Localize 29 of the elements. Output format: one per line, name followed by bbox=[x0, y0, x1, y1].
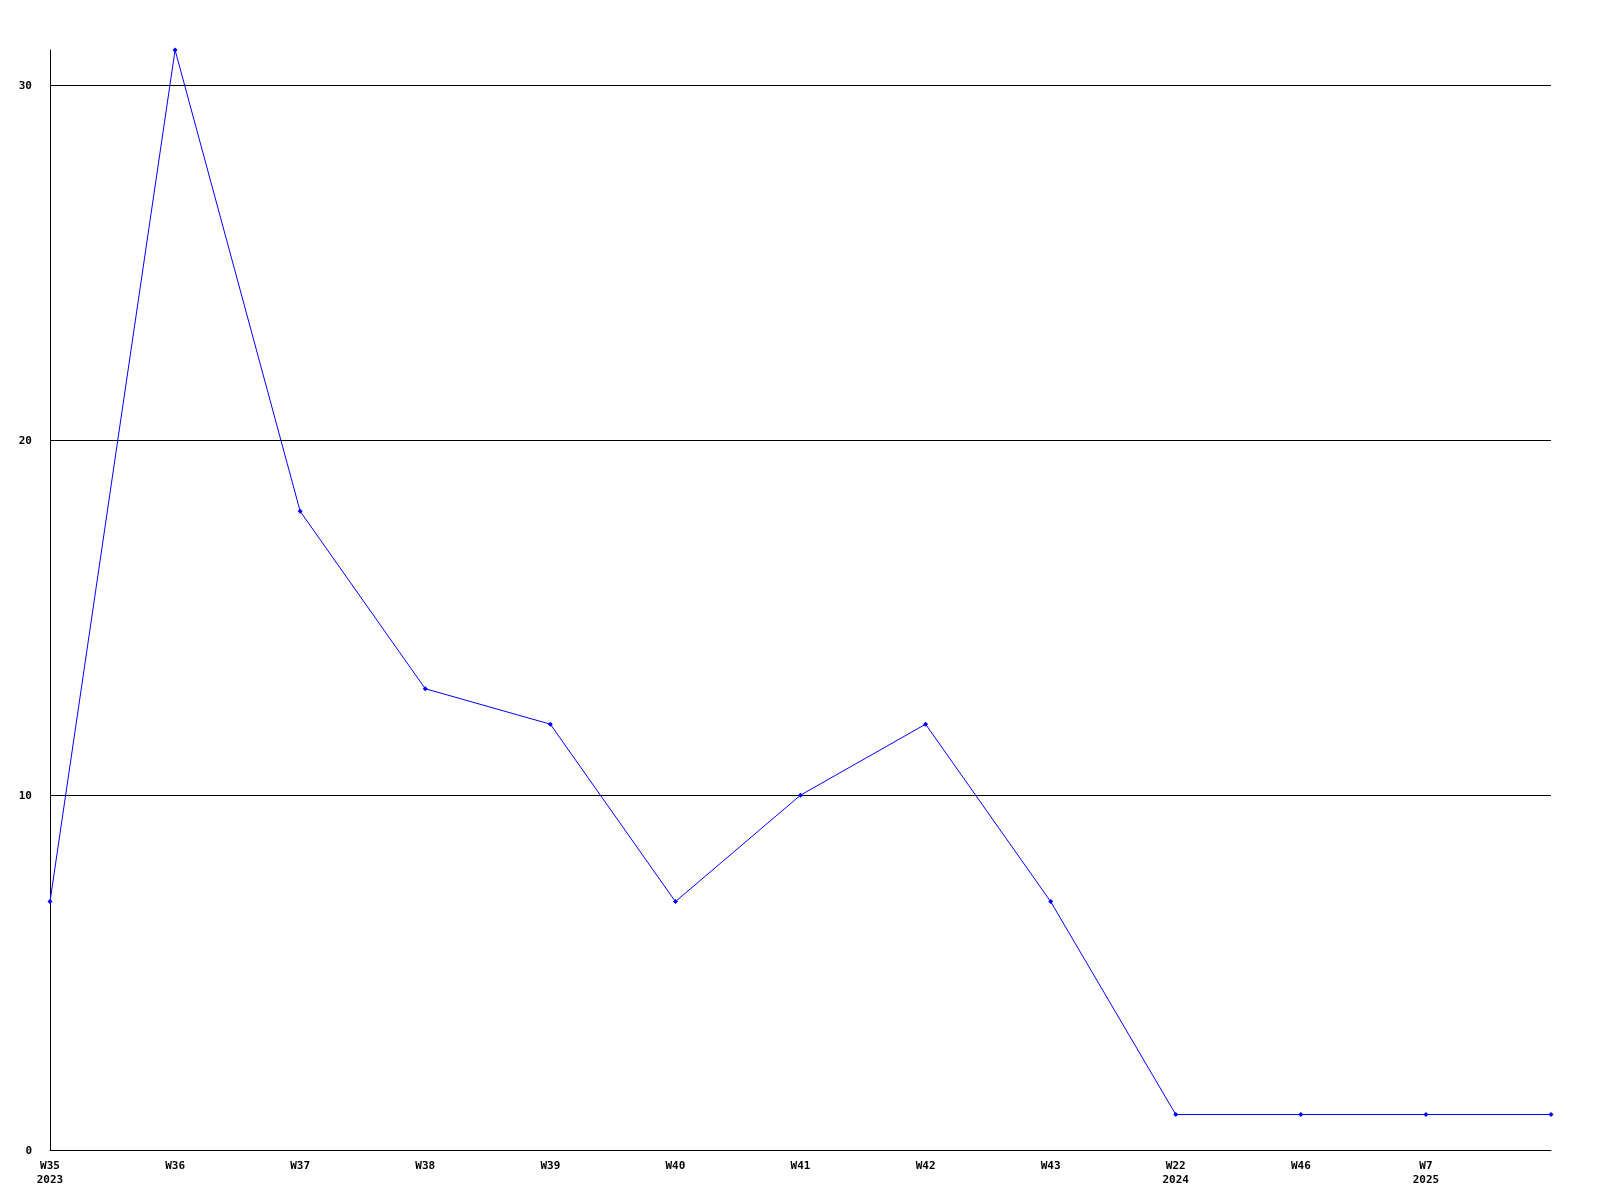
point bbox=[923, 721, 929, 727]
point bbox=[422, 686, 428, 692]
x-tick-label: W36 bbox=[165, 1158, 186, 1172]
y-tick-label: 0 bbox=[25, 1143, 32, 1157]
x-tick-label: W39 bbox=[540, 1158, 561, 1172]
point bbox=[1548, 1112, 1554, 1118]
point bbox=[547, 721, 553, 727]
point bbox=[1048, 899, 1054, 905]
y-tick-label: 10 bbox=[18, 788, 32, 802]
x-tick-label: W7 2025 bbox=[1412, 1158, 1440, 1186]
point bbox=[1173, 1112, 1179, 1118]
x-tick-label: W42 bbox=[915, 1158, 936, 1172]
point bbox=[1423, 1112, 1429, 1118]
point bbox=[672, 899, 678, 905]
x-tick-label: W43 bbox=[1040, 1158, 1061, 1172]
y-tick-label: 30 bbox=[18, 78, 32, 92]
point bbox=[798, 792, 803, 798]
point bbox=[297, 508, 303, 514]
x-tick-label: W41 bbox=[790, 1158, 811, 1172]
x-tick-label: W40 bbox=[665, 1158, 686, 1172]
x-tick-label: W38 bbox=[415, 1158, 436, 1172]
x-tick-label: W37 bbox=[290, 1158, 311, 1172]
y-tick-label: 20 bbox=[18, 433, 32, 447]
x-tick-label: W22 2024 bbox=[1162, 1158, 1190, 1186]
point bbox=[172, 47, 178, 53]
x-tick-label: W46 bbox=[1290, 1158, 1312, 1172]
point bbox=[1298, 1112, 1304, 1118]
point bbox=[47, 899, 53, 905]
x-tick-label: W35 2023 bbox=[36, 1158, 64, 1186]
